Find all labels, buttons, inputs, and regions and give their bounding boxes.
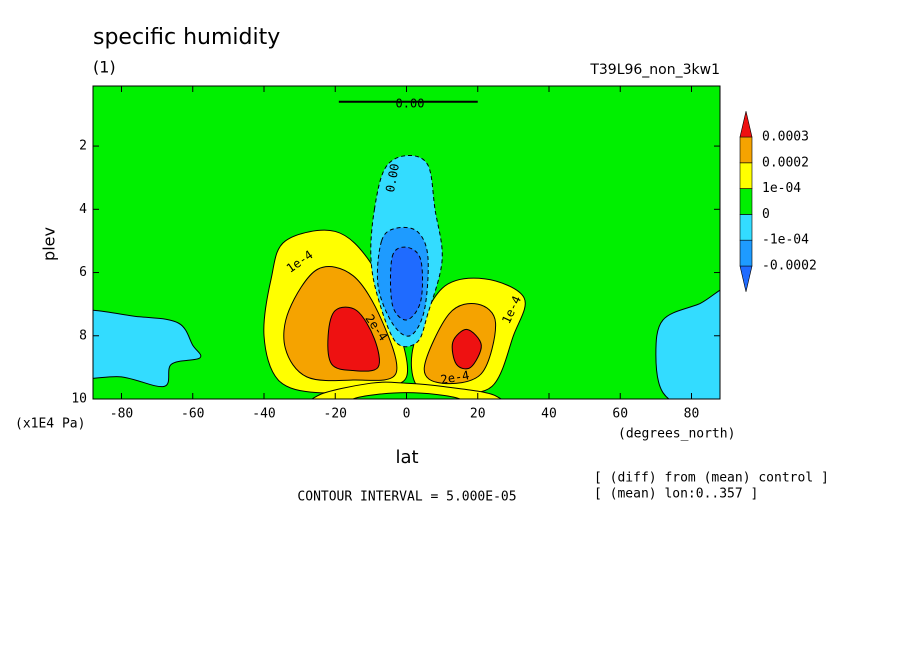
- x-tick-label: -20: [324, 407, 347, 422]
- y-axis-title: plev: [40, 227, 59, 261]
- y-tick-label: 10: [71, 392, 87, 407]
- note: [ (mean) lon:0..357 ]: [594, 487, 758, 502]
- colorbar-label: 0.0003: [762, 130, 809, 145]
- colorbar-segment: [739, 111, 753, 138]
- x-tick-label: 80: [684, 407, 700, 422]
- x-tick-label: 0: [403, 407, 411, 422]
- run-label: T39L96_non_3kw1: [589, 62, 720, 78]
- y-tick-label: 2: [79, 139, 87, 154]
- colorbar-segment: [739, 239, 753, 267]
- note: [ (diff) from (mean) control ]: [594, 471, 829, 486]
- contour-band: [311, 381, 503, 399]
- x-tick-label: 40: [541, 407, 557, 422]
- contour-band: [389, 246, 424, 321]
- contour-label: 2e-4: [439, 368, 470, 387]
- colorbar-segment: [739, 162, 753, 189]
- x-tick-label: 20: [470, 407, 486, 422]
- contour-band: [327, 306, 380, 372]
- x-axis-units: (degrees_north): [618, 427, 735, 442]
- chart-title: specific humidity: [93, 25, 280, 50]
- x-tick-label: -60: [181, 407, 204, 422]
- subtitle: (1): [93, 58, 116, 77]
- colorbar-segment: [739, 188, 753, 215]
- colorbar-label: -0.0002: [762, 259, 817, 274]
- colorbar-segment: [739, 136, 753, 164]
- colorbar-segment: [739, 265, 753, 292]
- contour-band: [93, 309, 202, 388]
- colorbar-segment: [739, 214, 753, 241]
- contour-label: 0.00: [383, 162, 402, 193]
- colorbar-label: 0.0002: [762, 155, 809, 170]
- x-tick-label: -40: [252, 407, 275, 422]
- colorbar-label: 1e-04: [762, 181, 801, 196]
- y-axis-units: (x1E4 Pa): [15, 417, 85, 432]
- x-tick-label: -80: [110, 407, 133, 422]
- colorbar-label: -1e-04: [762, 233, 809, 248]
- x-axis-title: lat: [395, 447, 418, 468]
- contour-interval: CONTOUR INTERVAL = 5.000E-05: [297, 490, 516, 505]
- contour-label: 0.00: [396, 97, 425, 111]
- colorbar-label: 0: [762, 207, 770, 222]
- contour-band: [655, 289, 720, 399]
- y-tick-label: 8: [79, 328, 87, 343]
- y-tick-label: 6: [79, 265, 87, 280]
- y-tick-label: 4: [79, 202, 87, 217]
- contour-band: [451, 328, 482, 370]
- x-tick-label: 60: [612, 407, 628, 422]
